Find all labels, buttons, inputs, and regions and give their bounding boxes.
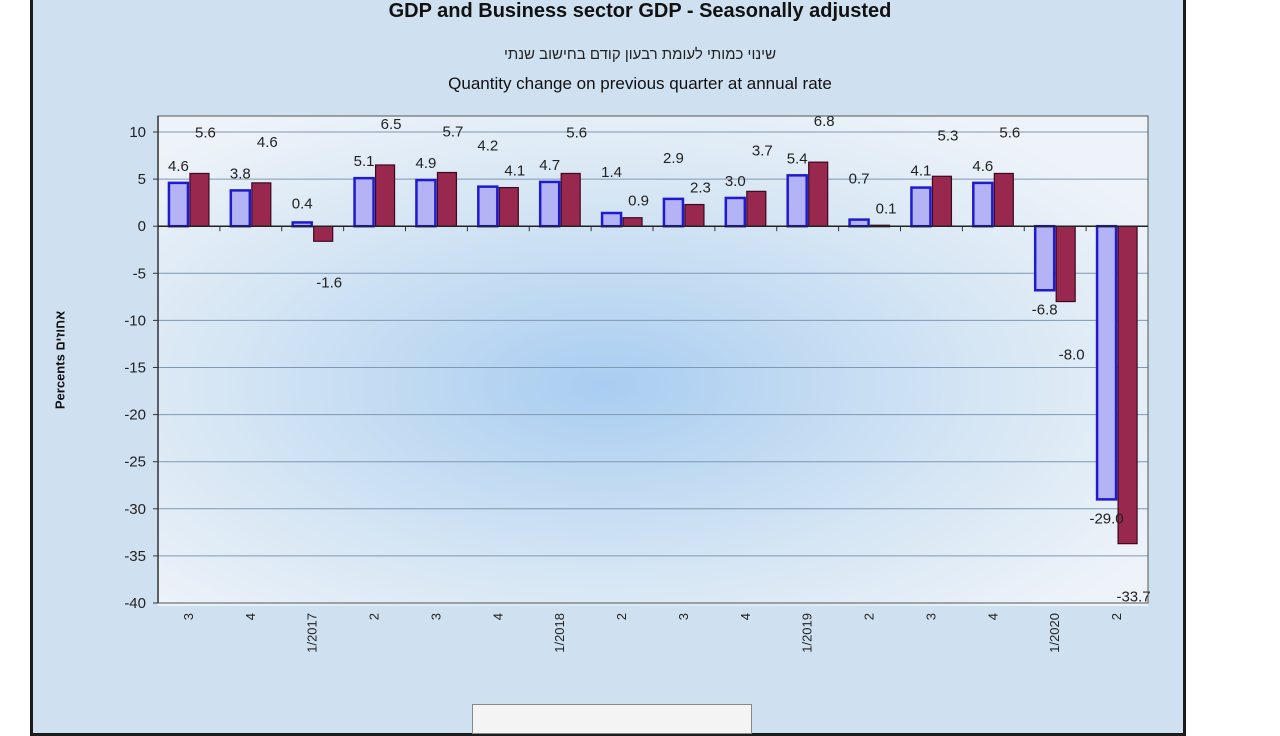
y-tick-label: 0	[138, 218, 146, 235]
x-tick-label: 4	[985, 613, 1000, 620]
data-label-business-gdp: 6.8	[814, 113, 835, 130]
bar-business-gdp	[560, 172, 581, 227]
data-label-business-gdp: -1.6	[316, 274, 342, 291]
bar-gdp	[538, 180, 561, 228]
data-label-gdp: 4.9	[416, 155, 437, 172]
bar-gdp	[786, 174, 808, 228]
data-label-business-gdp: -33.7	[1116, 589, 1150, 606]
data-label-business-gdp: 5.6	[999, 124, 1020, 141]
y-tick-label: -25	[124, 454, 146, 471]
bar-business-gdp	[808, 161, 829, 227]
data-label-business-gdp: 6.5	[381, 116, 402, 133]
data-label-gdp: 4.1	[911, 163, 932, 180]
bar-chart: 4.6 5.6 3.8 4.6 0.4 -1.6 5.1 6.5 4.9 5.7 4.2 4.1 4.7…	[124, 113, 1150, 653]
y-tick-label: 5	[138, 171, 146, 188]
data-label-business-gdp: 5.3	[938, 127, 959, 144]
bar-business-gdp	[993, 172, 1014, 227]
x-tick-label: 3	[428, 613, 443, 620]
bar-business-gdp	[251, 182, 272, 227]
data-label-gdp: 4.6	[972, 158, 993, 175]
x-tick-label: 2	[1109, 613, 1124, 620]
bar-gdp	[600, 211, 623, 228]
bar-business-gdp	[1117, 225, 1138, 545]
data-label-gdp: 3.0	[725, 173, 746, 190]
x-tick-label: 3	[923, 613, 938, 620]
data-label-gdp: 5.1	[354, 153, 375, 170]
bar-gdp	[724, 196, 747, 228]
x-tick-label: 1/2019	[800, 613, 815, 653]
data-label-gdp: 4.6	[168, 158, 189, 175]
chart-subtitle-hebrew: שינוי כמותי לעומת רבעון קודם בחישוב שנתי	[503, 46, 777, 63]
y-tick-label: -35	[124, 548, 146, 565]
x-tick-label: 3	[676, 613, 691, 620]
bar-gdp	[229, 189, 252, 228]
bar-gdp	[1095, 224, 1118, 501]
data-label-gdp: -29.0	[1089, 510, 1123, 527]
data-label-business-gdp: 2.3	[690, 180, 711, 197]
data-label-gdp: 0.7	[849, 171, 870, 188]
data-label-business-gdp: 5.6	[566, 124, 587, 141]
x-tick-label: 1/2018	[552, 613, 567, 653]
bar-business-gdp	[1055, 225, 1076, 303]
chart-title: GDP and Business sector GDP - Seasonally…	[388, 0, 892, 22]
bar-gdp	[972, 181, 994, 228]
data-label-business-gdp: 3.7	[752, 142, 773, 159]
data-label-business-gdp: 5.6	[195, 124, 216, 141]
data-label-business-gdp: 4.6	[257, 134, 278, 151]
bar-business-gdp	[374, 164, 396, 227]
bar-business-gdp	[931, 175, 953, 227]
bar-gdp	[662, 197, 685, 228]
data-label-gdp: -6.8	[1032, 301, 1058, 318]
bar-business-gdp	[189, 172, 210, 227]
bar-gdp	[167, 181, 190, 228]
x-tick-label: 2	[862, 613, 877, 620]
x-tick-label: 1/2020	[1047, 613, 1062, 653]
chart-subtitle: Quantity change on previous quarter at a…	[448, 74, 832, 93]
y-tick-label: -10	[124, 312, 146, 329]
data-label-gdp: 5.4	[787, 150, 808, 167]
y-tick-label: -15	[124, 360, 146, 377]
bar-business-gdp	[436, 171, 458, 227]
data-label-gdp: 2.9	[663, 150, 684, 167]
data-label-business-gdp: 4.1	[504, 163, 525, 180]
data-label-gdp: 0.4	[292, 195, 313, 212]
bar-gdp	[1033, 224, 1056, 292]
bar-gdp	[477, 185, 499, 228]
bar-business-gdp	[498, 186, 519, 227]
data-label-business-gdp: 0.9	[628, 193, 649, 210]
bar-gdp	[415, 178, 437, 228]
y-tick-label: -40	[124, 595, 146, 612]
data-label-gdp: 1.4	[601, 164, 622, 181]
x-tick-label: 2	[367, 613, 382, 620]
y-tick-label: 10	[129, 124, 146, 141]
bar-business-gdp	[313, 225, 334, 242]
y-tick-label: -5	[133, 265, 146, 282]
legend-box	[472, 704, 752, 734]
x-tick-label: 4	[243, 613, 258, 620]
x-tick-label: 1/2017	[305, 613, 320, 653]
bar-business-gdp	[622, 217, 643, 227]
bar-gdp	[848, 218, 870, 228]
data-label-gdp: 4.7	[539, 157, 560, 174]
x-tick-label: 2	[614, 613, 629, 620]
data-label-business-gdp: 0.1	[876, 200, 897, 217]
x-tick-label: 3	[181, 613, 196, 620]
y-tick-label: -20	[124, 407, 146, 424]
bar-gdp	[910, 186, 932, 228]
bar-gdp	[353, 176, 375, 228]
x-tick-label: 4	[490, 613, 505, 620]
y-tick-label: -30	[124, 501, 146, 518]
data-label-gdp: 4.2	[477, 138, 498, 155]
x-tick-label: 4	[738, 613, 753, 620]
bar-business-gdp	[684, 203, 705, 227]
data-label-gdp: 3.8	[230, 165, 251, 182]
bar-business-gdp	[746, 190, 767, 227]
data-label-business-gdp: 5.7	[443, 124, 464, 141]
data-label-business-gdp: -8.0	[1059, 347, 1085, 364]
